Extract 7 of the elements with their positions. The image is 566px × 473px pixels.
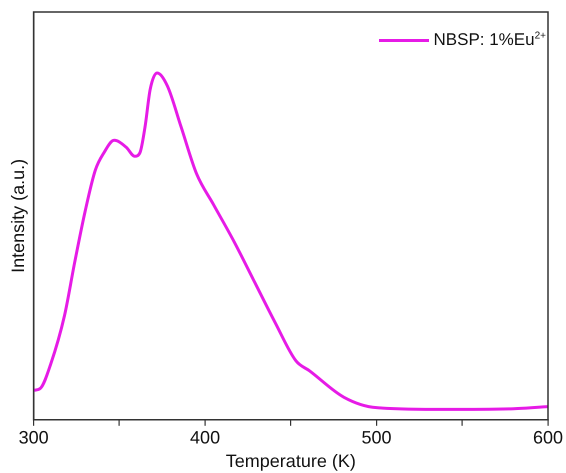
x-tick-label: 300 xyxy=(18,428,49,448)
legend-label: NBSP: 1%Eu$^{2+}$ xyxy=(433,30,546,50)
x-tick-label: 400 xyxy=(190,428,220,448)
y-axis-title: Intensity (a.u.) xyxy=(8,158,28,273)
x-tick-label: 500 xyxy=(362,428,392,448)
x-tick-label: 600 xyxy=(532,428,564,448)
x-axis-title: Temperature (K) xyxy=(226,451,356,472)
